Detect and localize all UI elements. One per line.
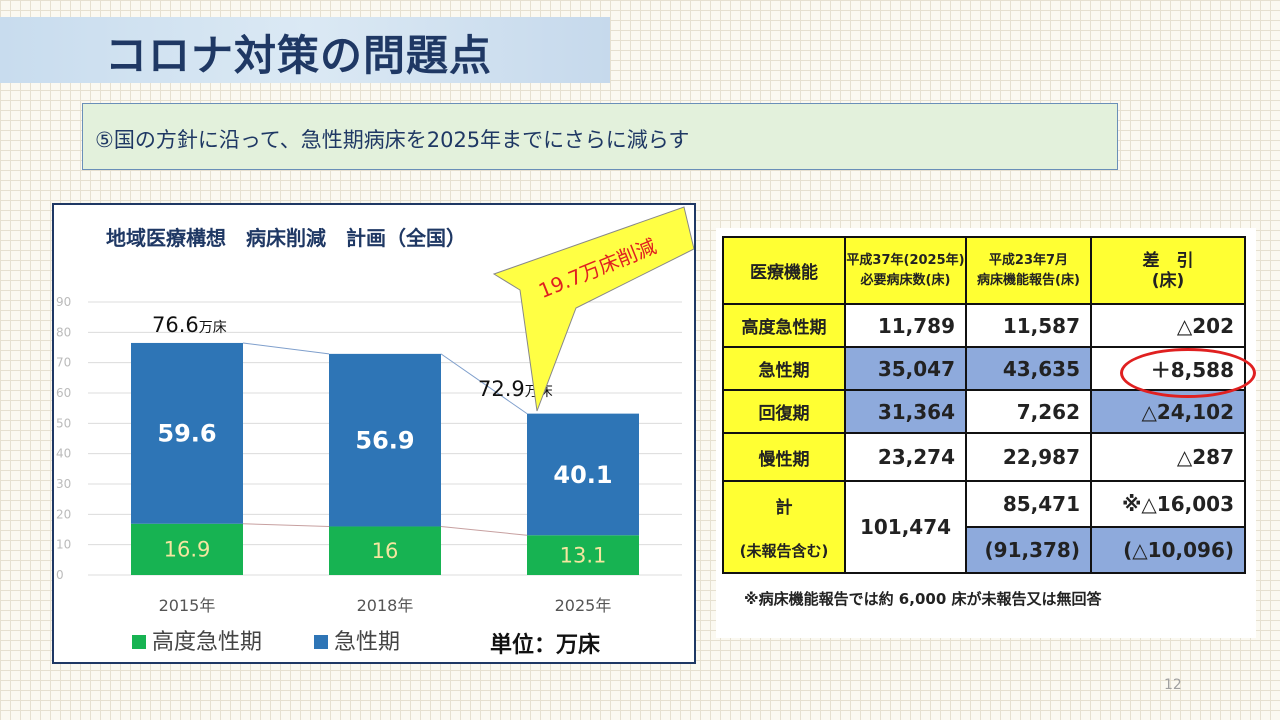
table-note: ※病床機能報告では約 6,000 床が未報告又は無回答 [744, 590, 1102, 608]
bed-reduction-chart: 地域医療構想 病床削減 計画（全国） 0 10 20 30 40 50 60 70 80 90 16.… [56, 206, 694, 658]
row-function: 高度急性期 [722, 303, 846, 348]
header-report: 平成23年7月 病床機能報告(床) [965, 236, 1092, 305]
legend-swatch [314, 635, 328, 649]
legend-swatch [132, 635, 146, 649]
y-tick-label: 70 [56, 356, 71, 370]
y-tick-label: 0 [56, 568, 64, 582]
connector-line [242, 523, 330, 527]
total-label-2015: 76.6万床 [152, 313, 227, 337]
page-number: 12 [1164, 677, 1182, 693]
total-report-sub: (91,378) [965, 526, 1092, 574]
data-label: 56.9 [355, 427, 414, 455]
header-diff-line2: (床) [1151, 270, 1185, 291]
chart-title: 地域医療構想 病床削減 計画（全国） [106, 226, 466, 250]
row-required: 23,274 [844, 432, 967, 482]
table-row: 高度急性期 11,789 11,587 △202 [722, 303, 1246, 348]
legend-label: 高度急性期 [152, 630, 262, 655]
page-title: コロナ対策の問題点 [105, 31, 493, 80]
data-label: 16 [372, 539, 399, 563]
row-report: 43,635 [965, 346, 1092, 391]
bar-segment [329, 353, 441, 527]
unit-label: 単位：万床 [490, 632, 601, 658]
y-tick-label: 60 [56, 386, 71, 400]
total-report: 85,471 [965, 480, 1092, 528]
row-diff: △287 [1090, 432, 1246, 482]
table-row-total-sub: (91,378) (△10,096) [723, 526, 1246, 574]
header-report-line1: 平成23年7月 [988, 252, 1069, 268]
total-diff-sub: (△10,096) [1090, 526, 1246, 574]
y-tick-label: 10 [56, 538, 71, 552]
row-required: 31,364 [844, 389, 967, 434]
y-tick-label: 20 [56, 507, 71, 521]
connector-line [242, 342, 330, 355]
header-required-line1: 平成37年(2025年) [846, 252, 965, 268]
bar-segment [131, 523, 243, 575]
row-report: 11,587 [965, 303, 1092, 348]
row-diff: △24,102 [1090, 389, 1246, 434]
y-tick-label: 50 [56, 416, 71, 430]
row-function: 慢性期 [722, 432, 846, 482]
subtitle-text: ⑤国の方針に沿って、急性期病床を2025年までにさらに減らす [95, 128, 690, 152]
bed-table: 医療機能 平成37年(2025年) 必要病床数(床) 平成23年7月 病床機能報… [722, 236, 1246, 574]
bar-segment [527, 413, 639, 536]
bar-segment [131, 342, 243, 524]
legend-label: 急性期 [334, 630, 400, 655]
x-tick-label: 2025年 [555, 596, 612, 615]
y-tick-label: 40 [56, 447, 71, 461]
total-label-2018: 72.9万床 [478, 377, 553, 401]
data-label: 13.1 [560, 543, 607, 567]
row-function: 回復期 [722, 389, 846, 434]
connector-line [440, 353, 528, 415]
callout-bubble [492, 206, 694, 412]
table-row-total: 計 (未報告含む) 101,474 85,471 ※△16,003 [722, 480, 1246, 574]
header-required: 平成37年(2025年) 必要病床数(床) [844, 236, 967, 305]
row-required: 11,789 [844, 303, 967, 348]
subtitle-box: ⑤国の方針に沿って、急性期病床を2025年までにさらに減らす [82, 103, 1118, 170]
row-report: 7,262 [965, 389, 1092, 434]
x-tick-label: 2015年 [159, 596, 216, 615]
bed-table-panel: 医療機能 平成37年(2025年) 必要病床数(床) 平成23年7月 病床機能報… [716, 228, 1256, 638]
table-row: 慢性期 23,274 22,987 △287 [722, 432, 1246, 482]
chart-panel: 地域医療構想 病床削減 計画（全国） 0 10 20 30 40 50 60 70 80 90 16.… [52, 203, 696, 664]
total-label-cell: 計 (未報告含む) [722, 480, 846, 574]
data-label: 59.6 [157, 420, 216, 448]
row-required: 35,047 [844, 346, 967, 391]
row-diff: △202 [1090, 303, 1246, 348]
total-required: 101,474 [844, 480, 967, 574]
bar-segment [527, 535, 639, 575]
row-function: 急性期 [722, 346, 846, 391]
header-required-line2: 必要病床数(床) [860, 272, 951, 288]
row-report: 22,987 [965, 432, 1092, 482]
table-row: 回復期 31,364 7,262 △24,102 [722, 389, 1246, 434]
header-diff-line1: 差 引 [1142, 250, 1194, 271]
bar-segment [329, 526, 441, 575]
total-label: 計 [775, 498, 793, 518]
header-report-line2: 病床機能報告(床) [977, 272, 1080, 288]
y-tick-label: 80 [56, 325, 71, 339]
data-label: 40.1 [553, 461, 612, 489]
data-label: 16.9 [164, 538, 211, 562]
y-tick-label: 90 [56, 295, 71, 309]
header-function: 医療機能 [722, 236, 846, 305]
header-diff: 差 引 (床) [1090, 236, 1246, 305]
title-band [0, 17, 610, 83]
total-label-sub: (未報告含む) [739, 542, 829, 560]
total-diff: ※△16,003 [1090, 480, 1246, 528]
x-tick-label: 2018年 [357, 596, 414, 615]
connector-line [440, 525, 528, 536]
y-tick-label: 30 [56, 477, 71, 491]
highlight-ellipse [1120, 348, 1256, 398]
